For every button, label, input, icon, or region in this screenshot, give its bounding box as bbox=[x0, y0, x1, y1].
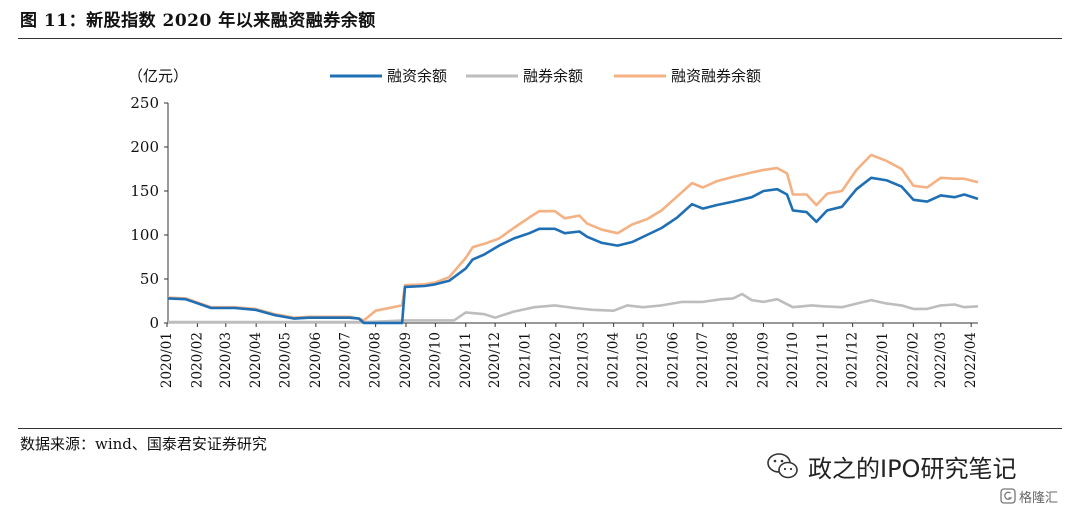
watermark: 政之的IPO研究笔记 bbox=[766, 446, 1016, 486]
gelonghui-logo-icon bbox=[1000, 488, 1016, 504]
legend-label: 融资余额 bbox=[387, 67, 447, 85]
x-tick-label: 2020/09 bbox=[398, 332, 414, 388]
line-chart: 0 50 100 150 200 250 2020/01 2020/02 2020/03 2020… bbox=[128, 67, 979, 388]
x-tick-label: 2022/01 bbox=[875, 332, 891, 388]
x-tick-label: 2020/01 bbox=[159, 332, 175, 388]
figure-title: 图 11：新股指数 2020 年以来融资融券余额 bbox=[20, 11, 376, 31]
source-rule bbox=[18, 428, 1062, 429]
brand-mark: 格隆汇 bbox=[1000, 486, 1058, 506]
chart-container: 0 50 100 150 200 250 2020/01 2020/02 2020/03 2020… bbox=[0, 40, 1080, 426]
x-tick-label: 2021/05 bbox=[635, 332, 651, 388]
series-lines bbox=[167, 153, 979, 325]
legend: 融资余额 融券余额 融资融券余额 bbox=[330, 67, 761, 85]
x-tick-label: 2022/03 bbox=[933, 332, 949, 388]
x-tick-label: 2020/02 bbox=[189, 332, 205, 388]
y-tick-label: 250 bbox=[130, 94, 159, 112]
data-source: 数据来源：wind、国泰君安证券研究 bbox=[20, 435, 267, 453]
y-axis-label: （亿元） bbox=[128, 67, 188, 85]
x-tick-label: 2021/06 bbox=[665, 332, 681, 388]
legend-label: 融券余额 bbox=[523, 67, 583, 85]
x-tick-label: 2021/03 bbox=[575, 332, 591, 388]
x-tick-label: 2020/06 bbox=[308, 332, 324, 388]
x-tick-label: 2021/08 bbox=[725, 332, 741, 388]
y-tick-label: 0 bbox=[149, 314, 159, 332]
x-tick-label: 2020/05 bbox=[278, 332, 294, 388]
wechat-icon bbox=[767, 453, 798, 479]
x-tick-label: 2021/09 bbox=[756, 332, 772, 388]
x-tick-label: 2021/04 bbox=[606, 332, 622, 388]
legend-label: 融资融券余额 bbox=[671, 67, 761, 85]
x-tick-label: 2020/12 bbox=[487, 332, 503, 388]
y-tick-label: 200 bbox=[130, 138, 159, 156]
y-tick-label: 50 bbox=[140, 270, 159, 288]
x-tick-label: 2020/07 bbox=[337, 332, 353, 388]
series-line-2 bbox=[168, 292, 979, 324]
x-tick-label: 2021/02 bbox=[548, 332, 564, 388]
series-line-1 bbox=[167, 176, 979, 325]
x-tick-label: 2021/10 bbox=[785, 332, 801, 388]
x-tick-label: 2021/07 bbox=[695, 332, 711, 388]
y-tick-label: 100 bbox=[130, 226, 159, 244]
watermark-text: 政之的IPO研究笔记 bbox=[808, 454, 1017, 483]
x-tick-label: 2020/03 bbox=[218, 332, 234, 388]
x-tick-label: 2020/04 bbox=[248, 332, 264, 388]
y-tick-label: 150 bbox=[130, 182, 159, 200]
x-tick-label: 2022/04 bbox=[963, 332, 979, 388]
x-tick-label: 2021/11 bbox=[815, 332, 831, 388]
x-tick-label: 2022/02 bbox=[905, 332, 921, 388]
brand-text: 格隆汇 bbox=[1019, 490, 1059, 506]
x-tick-label: 2021/12 bbox=[845, 332, 861, 388]
x-tick-label: 2021/01 bbox=[517, 332, 533, 388]
axes: 0 50 100 150 200 250 2020/01 2020/02 2020/03 2020… bbox=[130, 94, 979, 388]
x-tick-label: 2020/08 bbox=[368, 332, 384, 388]
x-tick-label: 2020/10 bbox=[427, 332, 443, 388]
series-line-3 bbox=[167, 153, 979, 322]
x-tick-label: 2020/11 bbox=[458, 332, 474, 388]
title-rule bbox=[18, 38, 1062, 39]
